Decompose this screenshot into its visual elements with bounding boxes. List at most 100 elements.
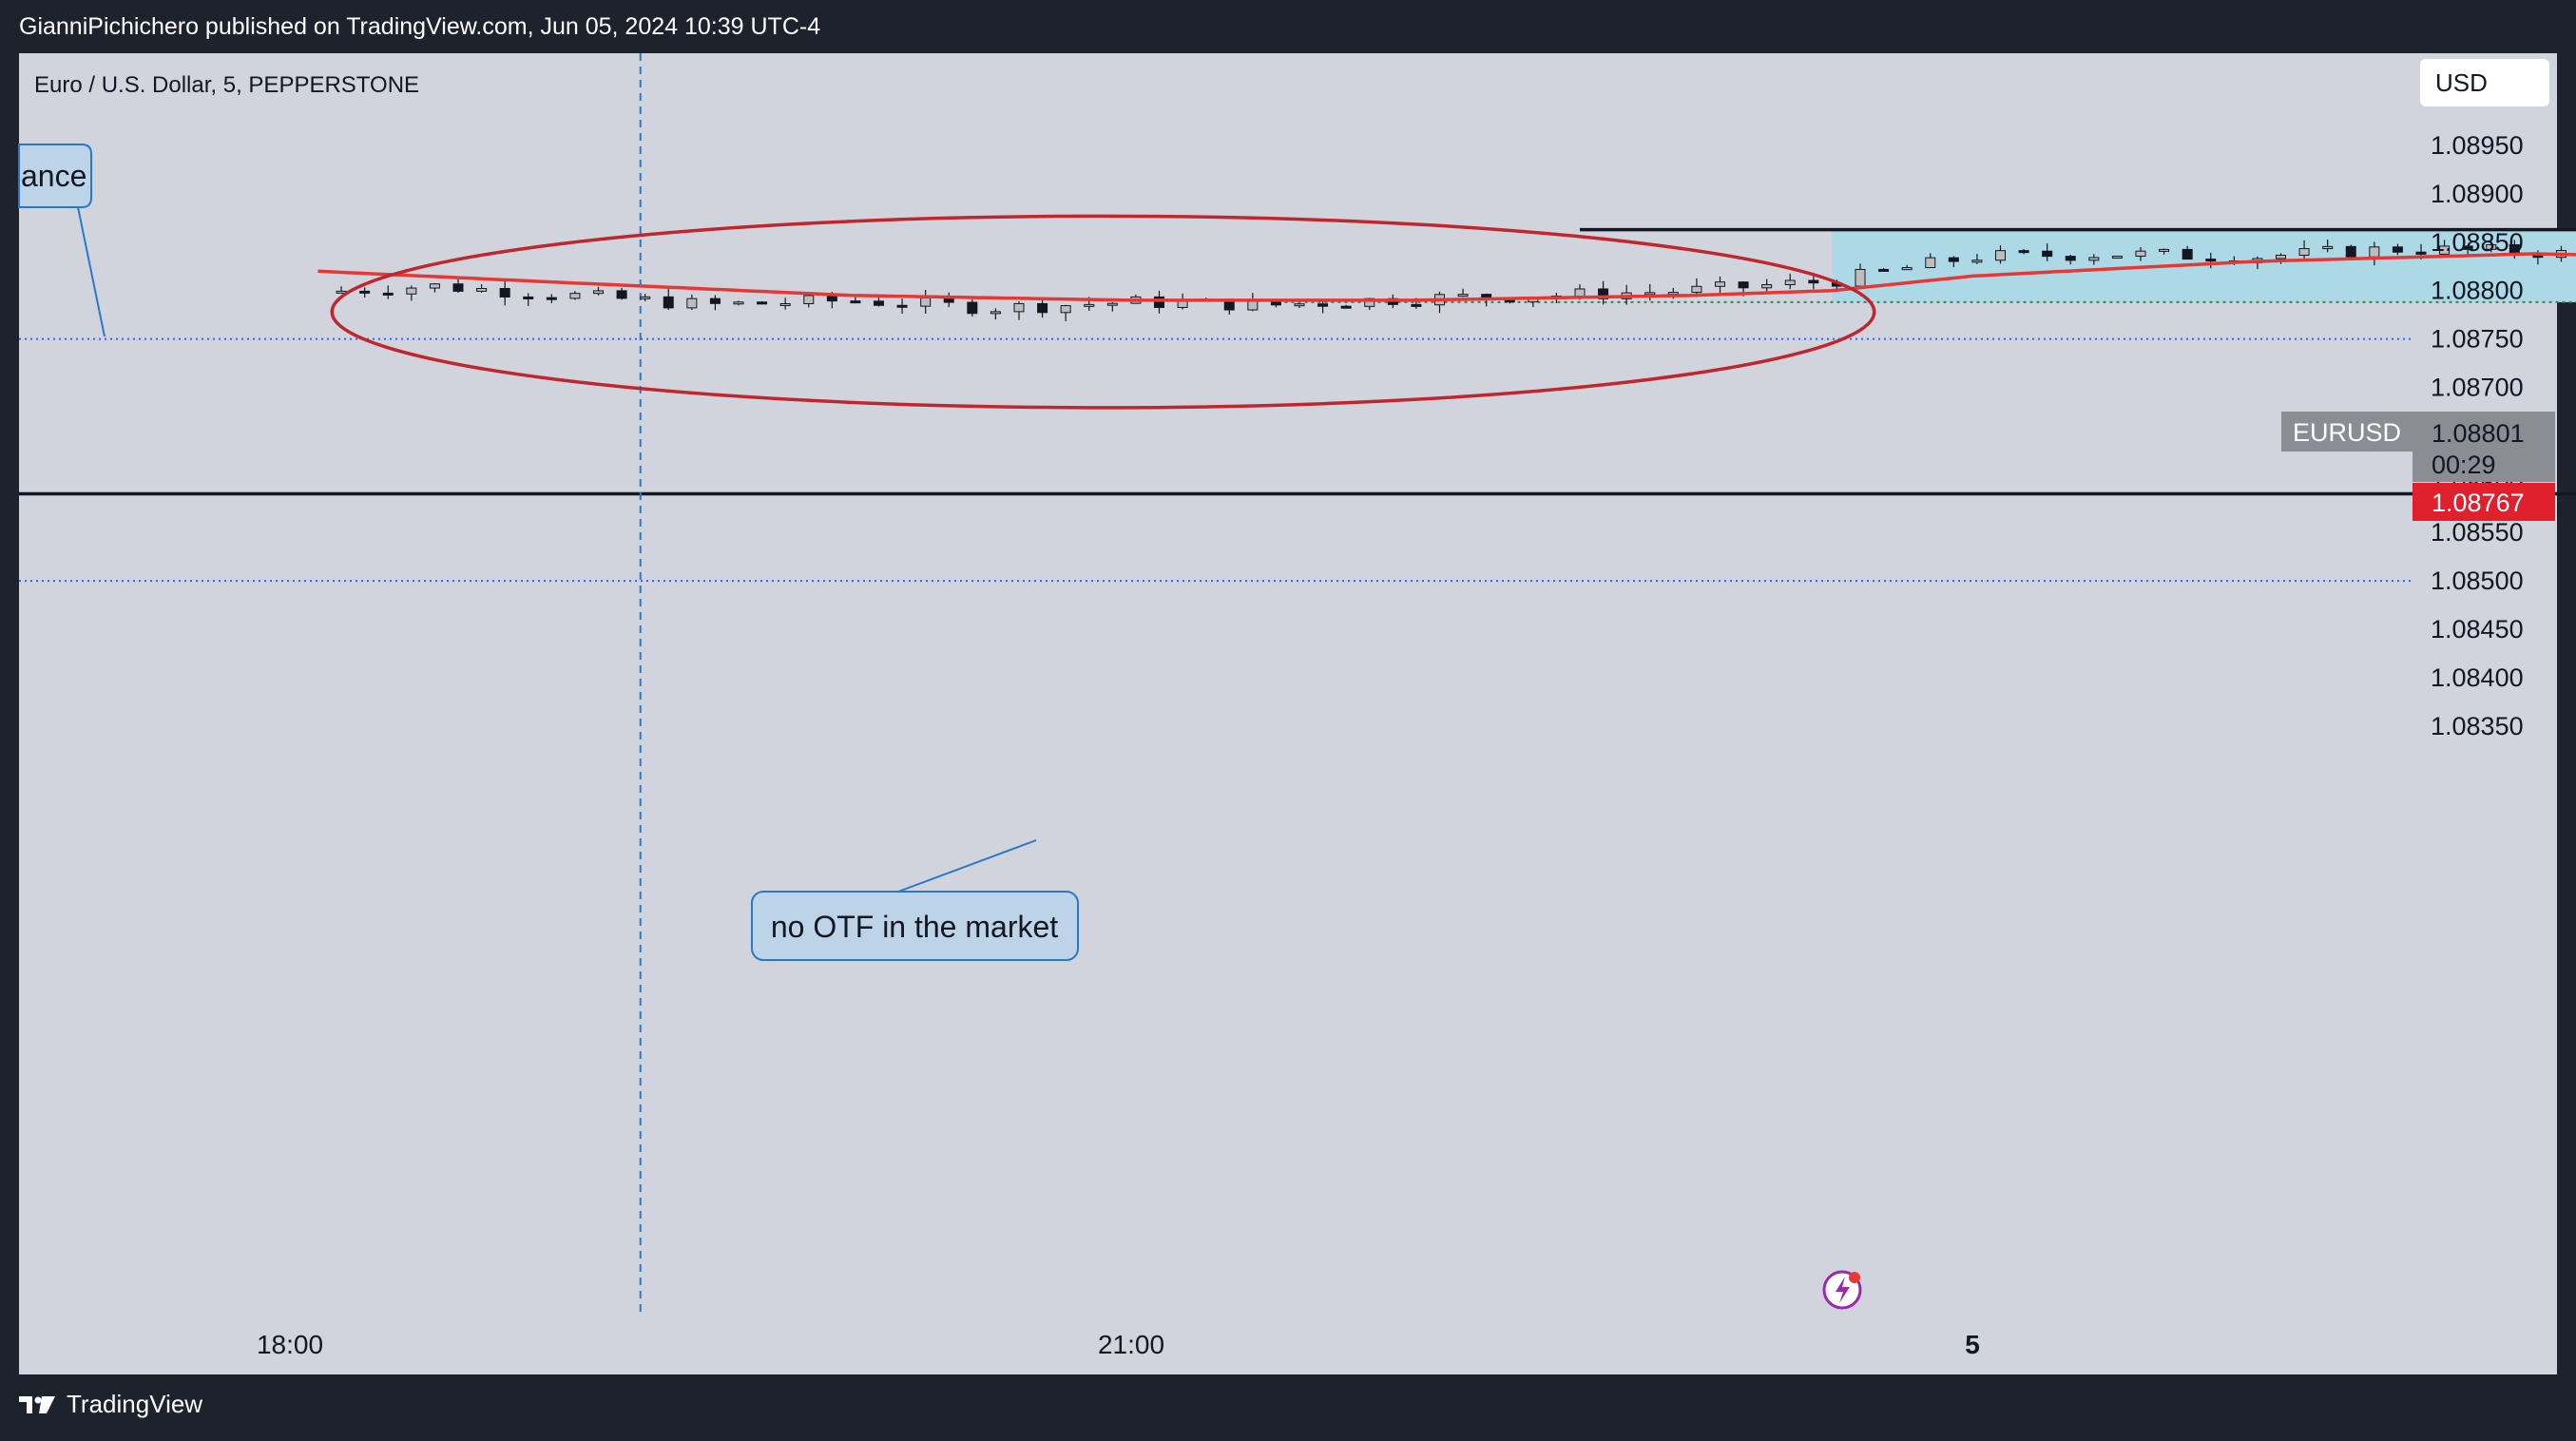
candle-up-body <box>2322 245 2334 250</box>
candle <box>1457 288 1469 298</box>
candle-up-body <box>429 283 440 289</box>
candle-up-body <box>2088 257 2100 261</box>
ema-line[interactable] <box>317 252 2576 426</box>
callout-bottom-box[interactable] <box>751 891 1079 961</box>
candle <box>406 285 417 301</box>
candle <box>2439 240 2451 257</box>
candle <box>452 278 464 293</box>
candle-up-body <box>2276 255 2286 259</box>
candle <box>896 298 908 315</box>
candle <box>2345 244 2356 259</box>
candle-down-body <box>382 292 394 296</box>
y-tick-label: 1.08500 <box>2431 567 2524 595</box>
candle-down-body <box>2205 259 2217 262</box>
y-tick-label: 1.08900 <box>2431 180 2524 208</box>
candle <box>1340 304 1352 309</box>
candle <box>593 286 604 296</box>
candle-up-body <box>1060 305 1071 314</box>
candle <box>1106 302 1118 312</box>
y-tick-label: 1.08700 <box>2431 374 2524 402</box>
notification-dot <box>1849 1272 1860 1283</box>
red-ellipse[interactable] <box>330 214 1876 410</box>
candle <box>640 294 651 302</box>
candle-down-body <box>1340 305 1352 309</box>
candle-up-body <box>1457 294 1469 298</box>
published-line: GianniPichichero published on TradingVie… <box>19 13 821 40</box>
y-tick-label: 1.08750 <box>2431 325 2524 354</box>
candle-up-body <box>1084 303 1095 307</box>
candle-up-body <box>2369 246 2380 258</box>
blue-zone[interactable] <box>1832 229 2576 302</box>
tradingview-logo-text: TradingView <box>67 1390 203 1418</box>
candle-up-body <box>1177 300 1188 308</box>
candle-down-body <box>546 297 557 300</box>
callout-bottom-pointer <box>897 839 1037 893</box>
candle <box>663 288 674 311</box>
candle <box>967 299 978 317</box>
candle <box>2159 248 2170 255</box>
candle-up-body <box>1644 292 1656 296</box>
candle <box>359 287 371 298</box>
candle-down-body <box>1154 296 1164 308</box>
symbol-badge[interactable] <box>2281 412 2413 452</box>
candle <box>1784 273 1796 290</box>
candle <box>1948 256 1959 268</box>
callout-top-left-box[interactable] <box>18 144 92 208</box>
candle <box>1154 290 1164 314</box>
candle-down-body <box>359 290 371 294</box>
candle <box>382 285 394 299</box>
callout-bottom-text: no OTF in the market <box>771 910 1058 944</box>
candle-up-body <box>803 295 815 305</box>
candle <box>709 295 721 311</box>
candle <box>1761 279 1773 292</box>
candle-down-body <box>967 301 978 315</box>
candle <box>1037 300 1048 318</box>
candle <box>569 291 581 300</box>
candle <box>2018 249 2029 255</box>
candle-up-body <box>2439 245 2451 255</box>
candle <box>733 300 744 306</box>
candle <box>1995 245 2006 264</box>
symbol-title[interactable]: Euro / U.S. Dollar, 5, PEPPERSTONE <box>34 72 420 98</box>
candle-down-body <box>452 283 464 292</box>
candle-up-body <box>1784 279 1796 285</box>
candle-up-body <box>990 311 1001 315</box>
candle <box>1925 253 1936 269</box>
candle-up-body <box>1925 257 1936 269</box>
candle <box>1317 300 1329 314</box>
candle <box>476 284 488 294</box>
tradingview-logo-icon <box>19 1395 55 1413</box>
lightning-bolt-shape <box>1836 1277 1850 1303</box>
candle-up-body <box>779 303 791 307</box>
candle-up-body <box>1901 267 1913 271</box>
countdown-text: 00:29 <box>2432 451 2496 479</box>
symbol-price-badge[interactable] <box>2413 412 2555 482</box>
callout-top-left-pointer <box>77 206 106 337</box>
candle-up-body <box>640 296 651 299</box>
candle-up-body <box>1855 268 1866 287</box>
candle-up-body <box>1106 302 1118 306</box>
y-tick-label: 1.08450 <box>2431 615 2524 644</box>
candle <box>546 294 557 303</box>
candle-down-body <box>2345 245 2356 258</box>
last-price-badge[interactable] <box>2413 483 2555 521</box>
candle <box>2182 245 2193 260</box>
candle <box>2088 254 2100 265</box>
tradingview-logo[interactable]: TradingView <box>19 1390 202 1419</box>
candle <box>1294 303 1305 309</box>
candle <box>757 300 768 305</box>
symbol-badge-text: EURUSD <box>2293 418 2401 447</box>
x-tick-label: 18:00 <box>257 1330 323 1359</box>
candle <box>2042 243 2053 261</box>
candle-up-body <box>1761 283 1773 289</box>
candle <box>990 308 1001 320</box>
candle-down-body <box>757 301 768 305</box>
candle <box>1715 276 1725 294</box>
candle-down-body <box>709 298 721 304</box>
candle <box>1013 300 1025 320</box>
callout-top-left-text: ance <box>21 159 87 193</box>
currency-button[interactable]: USD <box>2420 59 2549 106</box>
candle-up-body <box>1574 288 1586 297</box>
candle-down-body <box>2415 251 2427 255</box>
